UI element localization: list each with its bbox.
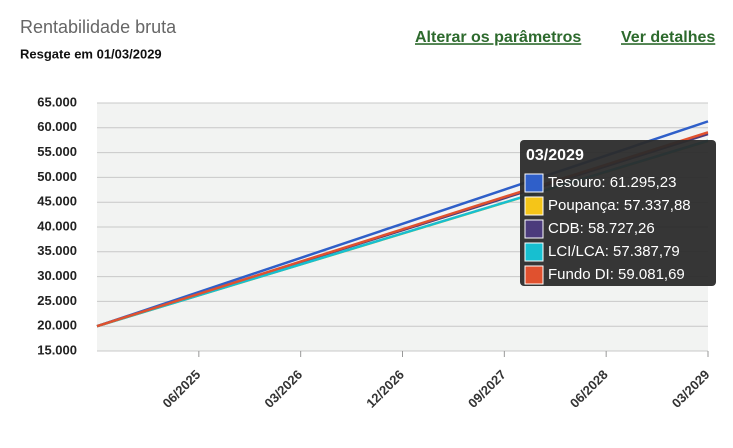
y-tick-label: 20.000 <box>37 318 77 333</box>
tooltip-swatch <box>524 219 544 239</box>
x-tick-label: 12/2026 <box>363 367 407 411</box>
x-tick-label: 06/2028 <box>567 367 611 411</box>
x-tick-label: 03/2029 <box>669 367 713 411</box>
tooltip-item: LCI/LCA: 57.387,79 <box>548 243 680 260</box>
x-tick-label: 03/2026 <box>261 367 305 411</box>
y-tick-label: 50.000 <box>37 169 77 184</box>
tooltip-title: 03/2029 <box>526 147 584 164</box>
y-tick-label: 60.000 <box>37 119 77 134</box>
subtitle: Resgate em 01/03/2029 <box>20 46 162 61</box>
title: Rentabilidade bruta <box>20 17 177 37</box>
link-details[interactable]: Ver detalhes <box>621 29 715 46</box>
tooltip-swatch <box>524 173 544 193</box>
y-tick-label: 45.000 <box>37 194 77 209</box>
tooltip-item: Fundo DI: 59.081,69 <box>548 266 685 283</box>
tooltip-item: Poupança: 57.337,88 <box>548 197 691 214</box>
y-tick-label: 25.000 <box>37 293 77 308</box>
tooltip: 03/2029 Tesouro: 61.295,23 Poupança: 57.33… <box>520 140 716 286</box>
tooltip-swatch <box>524 196 544 216</box>
tooltip-item: CDB: 58.727,26 <box>548 220 655 237</box>
x-tick-label: 06/2025 <box>160 367 204 411</box>
y-tick-label: 15.000 <box>37 342 77 357</box>
link-parameters[interactable]: Alterar os parâmetros <box>415 29 581 46</box>
y-tick-label: 40.000 <box>37 218 77 233</box>
y-tick-label: 35.000 <box>37 243 77 258</box>
y-tick-label: 65.000 <box>37 94 77 109</box>
y-tick-label: 55.000 <box>37 144 77 159</box>
tooltip-swatch <box>524 242 544 262</box>
tooltip-box <box>520 140 716 286</box>
tooltip-swatch <box>524 265 544 285</box>
y-tick-label: 30.000 <box>37 268 77 283</box>
tooltip-item: Tesouro: 61.295,23 <box>548 174 676 191</box>
x-tick-label: 09/2027 <box>465 367 509 411</box>
